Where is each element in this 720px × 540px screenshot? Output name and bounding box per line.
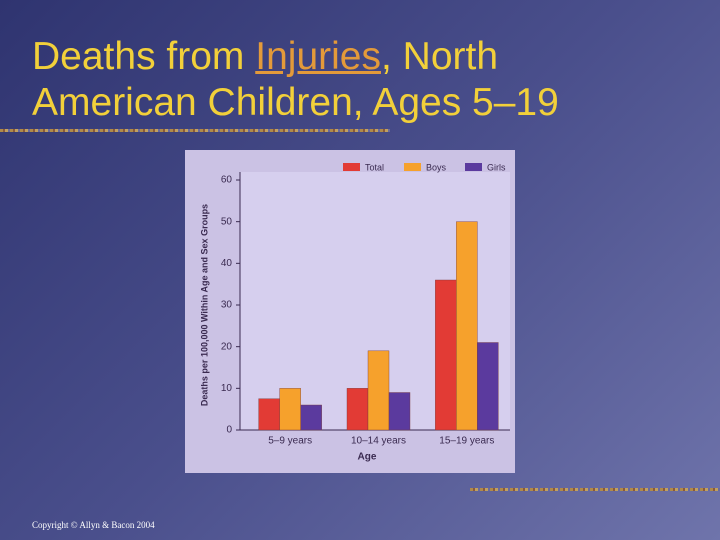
x-tick-label: 5–9 years [268,436,312,447]
y-tick-label: 50 [221,216,233,227]
x-tick-label: 15–19 years [439,436,494,447]
footer: Copyright © Allyn & Bacon 2004 [32,520,155,530]
legend-label: Total [365,162,384,172]
bar [388,392,411,431]
y-tick-label: 10 [221,383,233,394]
title-text: American Children, Ages 5–19 [32,81,559,124]
bar [367,350,390,431]
y-tick-label: 60 [221,175,233,186]
bar [258,398,280,431]
slide-title: Deaths from Injuries, North American Chil… [32,34,559,126]
title-link[interactable]: Injuries [255,35,381,78]
bar [477,342,499,431]
legend-swatch [465,163,482,171]
y-tick-label: 0 [226,425,232,436]
title-text: , North [380,35,499,78]
legend-swatch [343,163,360,171]
bar [456,221,478,431]
y-tick-label: 20 [221,341,233,352]
divider [470,488,720,491]
bar [300,404,322,431]
y-tick-label: 40 [221,258,233,269]
x-tick-label: 10–14 years [351,436,406,447]
x-axis-label: Age [358,452,377,463]
title-text: Deaths from [32,35,256,78]
divider [0,129,390,132]
legend-swatch [404,163,421,171]
chart: Deaths per 100,000 Within Age and Sex Gr… [185,150,515,473]
bar [346,388,369,431]
bar [435,279,457,431]
y-tick-label: 30 [221,300,233,311]
legend-label: Girls [487,162,506,172]
legend-label: Boys [426,162,447,172]
bar [279,388,301,431]
y-axis-label: Deaths per 100,000 Within Age and Sex Gr… [199,204,209,406]
